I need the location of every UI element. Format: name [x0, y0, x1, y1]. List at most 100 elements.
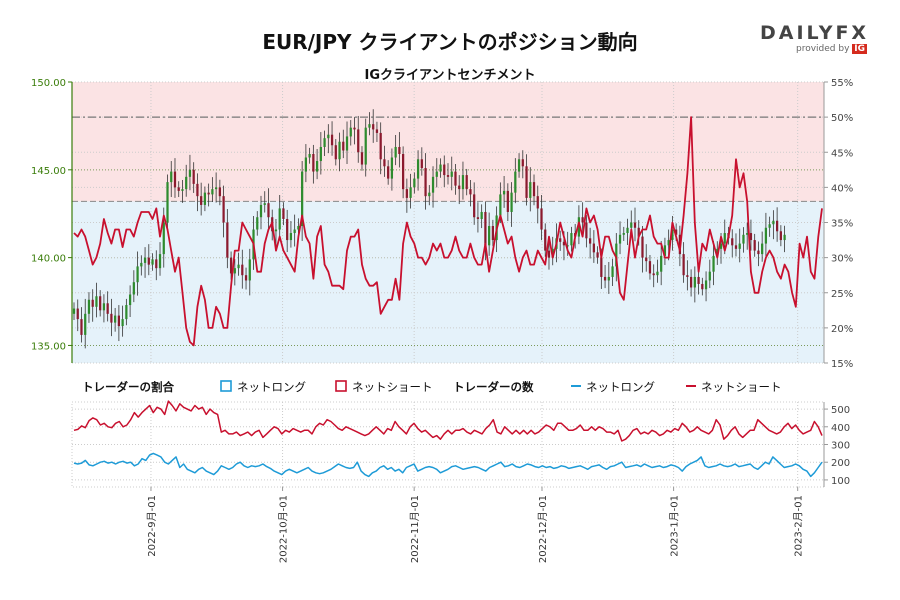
candle-body: [263, 203, 266, 205]
candle-body: [312, 154, 315, 172]
legend-count-long: ネットロング: [586, 380, 655, 394]
candle-body: [162, 222, 165, 255]
candle-body: [342, 141, 345, 151]
date-tick-label: 2022-10月-01: [278, 495, 290, 563]
candle-body: [327, 134, 330, 139]
candle-body: [259, 204, 263, 218]
candle-body: [76, 308, 79, 320]
candle-body: [626, 227, 629, 234]
candle-body: [282, 208, 285, 219]
candle-body: [667, 240, 670, 246]
percent-tick-label: 50%: [831, 113, 853, 124]
count-tick-label: 500: [831, 405, 850, 416]
candle-body: [368, 124, 371, 128]
candle-body: [607, 276, 610, 281]
candle-body: [80, 319, 83, 335]
candle-body: [465, 175, 468, 190]
candle-body: [637, 227, 640, 237]
candle-body: [697, 276, 700, 284]
candle-body: [143, 257, 147, 263]
candle-body: [121, 319, 124, 327]
date-tick-label: 2023-1月-01: [669, 495, 681, 557]
candle-body: [372, 124, 375, 130]
candle-body: [603, 276, 607, 281]
candle-body: [267, 203, 270, 218]
net-short-count-line: [73, 400, 823, 442]
candle-body: [140, 262, 143, 267]
percent-tick-label: 45%: [831, 148, 853, 159]
candle-body: [360, 152, 364, 165]
candle-body: [177, 187, 180, 191]
legend-swatch-ratio-short: [335, 380, 347, 392]
candle-body: [476, 217, 480, 219]
date-tick-label: 2022-9月-01: [146, 495, 158, 557]
candle-body: [319, 146, 322, 162]
candle-body: [731, 238, 734, 246]
candle-body: [749, 233, 753, 241]
candle-body: [458, 185, 461, 190]
logo-brand: DAILYFX: [760, 22, 870, 44]
candle-body: [656, 271, 659, 276]
candle-body: [110, 313, 113, 323]
candle-body: [214, 187, 218, 190]
candle-body: [428, 192, 431, 197]
legend: トレーダーの割合 ネットロング ネットショート トレーダーの数 ネットロング ネ…: [82, 380, 782, 394]
legend-count-short: ネットショート: [701, 380, 782, 394]
lower-frame: [71, 401, 825, 488]
percent-tick-label: 15%: [831, 359, 853, 370]
candle-body: [473, 194, 476, 218]
candle-body: [323, 138, 326, 147]
candle-body: [357, 129, 360, 153]
candle-body: [562, 241, 566, 246]
net-short-ratio-line: [73, 116, 823, 347]
candle-body: [570, 233, 573, 246]
candle-body: [454, 171, 457, 186]
candle-body: [502, 190, 506, 195]
price-candles: [72, 109, 786, 349]
candle-body: [117, 315, 121, 327]
candle-body: [596, 252, 599, 258]
candle-body: [106, 303, 109, 314]
candle-body: [772, 220, 775, 225]
candle-body: [480, 211, 483, 219]
candle-body: [693, 276, 696, 288]
candle-body: [237, 264, 240, 269]
candle-body: [203, 192, 207, 205]
candle-body: [390, 157, 394, 179]
candle-body: [734, 245, 738, 249]
candle-body: [768, 224, 771, 228]
candle-body: [544, 229, 547, 251]
candle-body: [742, 234, 745, 244]
lower-gridlines: [71, 401, 825, 488]
candle-body: [424, 168, 427, 197]
candle-body: [334, 145, 337, 160]
candle-body: [226, 222, 229, 258]
candle-body: [491, 226, 495, 241]
candle-body: [708, 271, 711, 281]
candle-body: [72, 308, 76, 314]
candle-body: [338, 141, 341, 160]
candle-body: [353, 127, 356, 130]
price-tick-label: 140.00: [31, 254, 66, 265]
count-tick-label: 400: [831, 423, 850, 434]
candle-body: [704, 280, 708, 290]
percent-tick-label: 30%: [831, 254, 853, 265]
candle-body: [689, 276, 693, 288]
candle-body: [536, 196, 539, 209]
candle-body: [663, 245, 667, 256]
candle-body: [529, 182, 532, 198]
candle-body: [716, 248, 719, 256]
candle-body: [630, 222, 633, 228]
candle-body: [274, 229, 278, 232]
candle-body: [132, 282, 135, 295]
candle-body: [200, 196, 203, 205]
candle-body: [375, 129, 379, 133]
candle-body: [783, 234, 786, 241]
candle-body: [461, 175, 465, 190]
candle-body: [547, 250, 551, 258]
candle-body: [439, 164, 442, 172]
candle-body: [409, 187, 412, 198]
logo-provided-by: provided by IG: [796, 44, 870, 54]
candle-body: [289, 233, 293, 241]
candle-body: [401, 154, 405, 190]
